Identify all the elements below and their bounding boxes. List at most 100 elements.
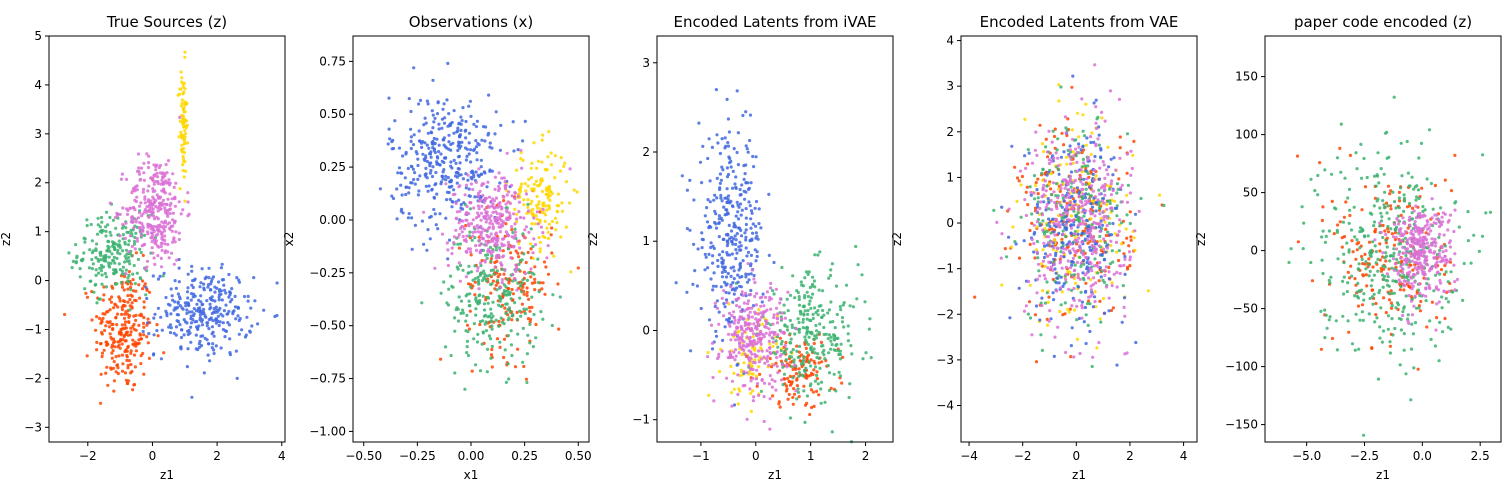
scatter-point [839, 308, 843, 312]
scatter-point [209, 305, 213, 310]
scatter-point [1092, 245, 1096, 249]
scatter-point [494, 248, 498, 252]
scatter-point [147, 215, 151, 219]
scatter-point [198, 313, 202, 317]
scatter-point [442, 160, 446, 165]
scatter-point [529, 166, 533, 170]
scatter-point [1049, 317, 1053, 321]
scatter-point [1064, 272, 1068, 276]
scatter-point [494, 219, 498, 223]
scatter-point [1097, 244, 1101, 248]
scatter-point [472, 225, 476, 229]
scatter-point [120, 272, 124, 276]
scatter-point [493, 175, 497, 179]
y-tick-label: 3 [946, 79, 954, 93]
scatter-point [459, 122, 463, 126]
scatter-point [490, 327, 494, 331]
scatter-point [234, 317, 238, 321]
scatter-point [1043, 264, 1047, 269]
scatter-point [469, 222, 474, 226]
scatter-point [145, 335, 149, 339]
scatter-point [731, 242, 735, 246]
scatter-point [444, 345, 448, 349]
scatter-point [399, 171, 403, 175]
scatter-point [1133, 212, 1138, 216]
scatter-point [792, 387, 796, 391]
scatter-point [747, 316, 751, 320]
scatter-point [794, 372, 799, 376]
scatter-point [200, 267, 204, 271]
scatter-point [226, 321, 230, 325]
scatter-point [182, 125, 186, 129]
scatter-point [727, 237, 732, 241]
scatter-point [500, 176, 504, 180]
scatter-point [1114, 250, 1119, 254]
scatter-point [1045, 202, 1049, 206]
scatter-point [779, 330, 784, 334]
scatter-point [530, 199, 534, 203]
scatter-point [736, 402, 740, 406]
scatter-point [437, 143, 441, 147]
scatter-point [197, 324, 201, 328]
scatter-point [755, 384, 759, 388]
scatter-point [152, 173, 156, 177]
scatter-point [109, 367, 113, 371]
scatter-point [740, 208, 744, 212]
scatter-point [417, 129, 421, 133]
scatter-point [764, 325, 768, 329]
scatter-point [232, 309, 236, 313]
scatter-point [749, 217, 753, 221]
scatter-point [1035, 209, 1039, 213]
scatter-point [163, 251, 167, 255]
scatter-point [787, 379, 791, 384]
scatter-point [180, 306, 184, 310]
scatter-point [391, 196, 396, 201]
scatter-point [797, 367, 801, 371]
scatter-point [440, 126, 444, 130]
scatter-point [736, 203, 740, 207]
scatter-point [468, 309, 472, 313]
scatter-point [1081, 204, 1085, 208]
scatter-point [796, 317, 800, 321]
scatter-point [174, 286, 178, 290]
scatter-point [707, 393, 711, 397]
scatter-point [133, 189, 137, 193]
scatter-point [1097, 177, 1102, 181]
scatter-point [477, 214, 481, 218]
scatter-point [1104, 250, 1108, 254]
scatter-point [740, 332, 744, 336]
scatter-point [464, 275, 468, 279]
scatter-point [1054, 204, 1058, 208]
scatter-point [167, 221, 172, 225]
scatter-point [811, 312, 815, 316]
scatter-point [804, 270, 809, 274]
scatter-point [1132, 139, 1136, 143]
scatter-point [754, 377, 759, 381]
scatter-point [472, 322, 476, 326]
scatter-point [444, 174, 448, 178]
scatter-point [1336, 223, 1340, 227]
scatter-point [707, 318, 712, 322]
scatter-point [1086, 158, 1090, 162]
scatter-point [553, 216, 558, 220]
scatter-point [1047, 158, 1051, 162]
scatter-point [108, 332, 112, 336]
scatter-point [171, 172, 175, 176]
scatter-point [210, 346, 214, 350]
scatter-point [748, 328, 753, 332]
scatter-point [792, 392, 797, 396]
scatter-point [198, 285, 202, 289]
scatter-point [524, 377, 529, 381]
scatter-point [1077, 135, 1081, 139]
scatter-point [521, 232, 525, 236]
scatter-point [780, 317, 784, 321]
scatter-point [748, 339, 752, 343]
scatter-point [170, 294, 174, 298]
scatter-point [733, 318, 737, 322]
scatter-point [1083, 196, 1088, 200]
scatter-point [178, 115, 182, 119]
scatter-point [1067, 192, 1071, 196]
scatter-point [152, 217, 157, 221]
scatter-point [449, 160, 453, 164]
scatter-point [744, 228, 748, 232]
